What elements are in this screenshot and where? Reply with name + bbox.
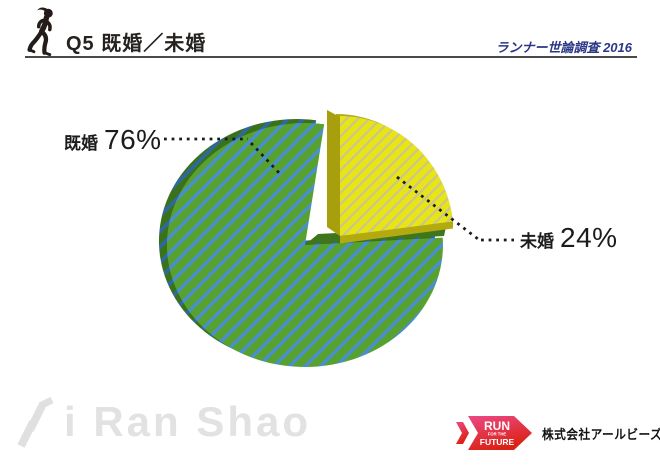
page-title: Q5 既婚／未婚 — [66, 33, 207, 55]
pie-unmarried-bottom-side — [340, 221, 453, 244]
watermark: i Ran Shao — [16, 396, 311, 448]
unmarried-label: 未婚 — [520, 232, 554, 251]
runner-icon — [27, 7, 53, 57]
company-name: 株式会社アールビーズ — [542, 426, 660, 442]
logo-future-text: FUTURE — [480, 437, 515, 447]
company-logo: RUN FOR THE FUTURE 株式会社アールビーズ — [456, 414, 660, 452]
married-label: 既婚 — [64, 134, 98, 153]
leader-lines — [164, 137, 514, 242]
married-value: 76% — [104, 124, 162, 155]
watermark-text: i Ran Shao — [64, 398, 312, 445]
header-rule — [25, 56, 637, 58]
pie-married-face — [166, 123, 443, 368]
pie-unmarried-left-side — [327, 110, 340, 236]
callout-unmarried: 未婚 24% — [520, 222, 618, 254]
callout-married: 既婚 76% — [64, 124, 162, 156]
unmarried-value: 24% — [560, 222, 618, 253]
logo-small-chevron — [456, 422, 469, 444]
logo-run-text: RUN — [484, 419, 510, 433]
run-for-the-future-icon: RUN FOR THE FUTURE — [456, 416, 532, 450]
pie-unmarried-face — [340, 116, 454, 236]
leader-unmarried-diagonal — [396, 175, 479, 241]
logo-for-the-text: FOR THE — [488, 432, 507, 437]
iranshao-logo-icon — [17, 396, 54, 448]
logo-arrow — [468, 416, 532, 450]
survey-title: ランナー世論調査 2016 — [495, 40, 632, 55]
